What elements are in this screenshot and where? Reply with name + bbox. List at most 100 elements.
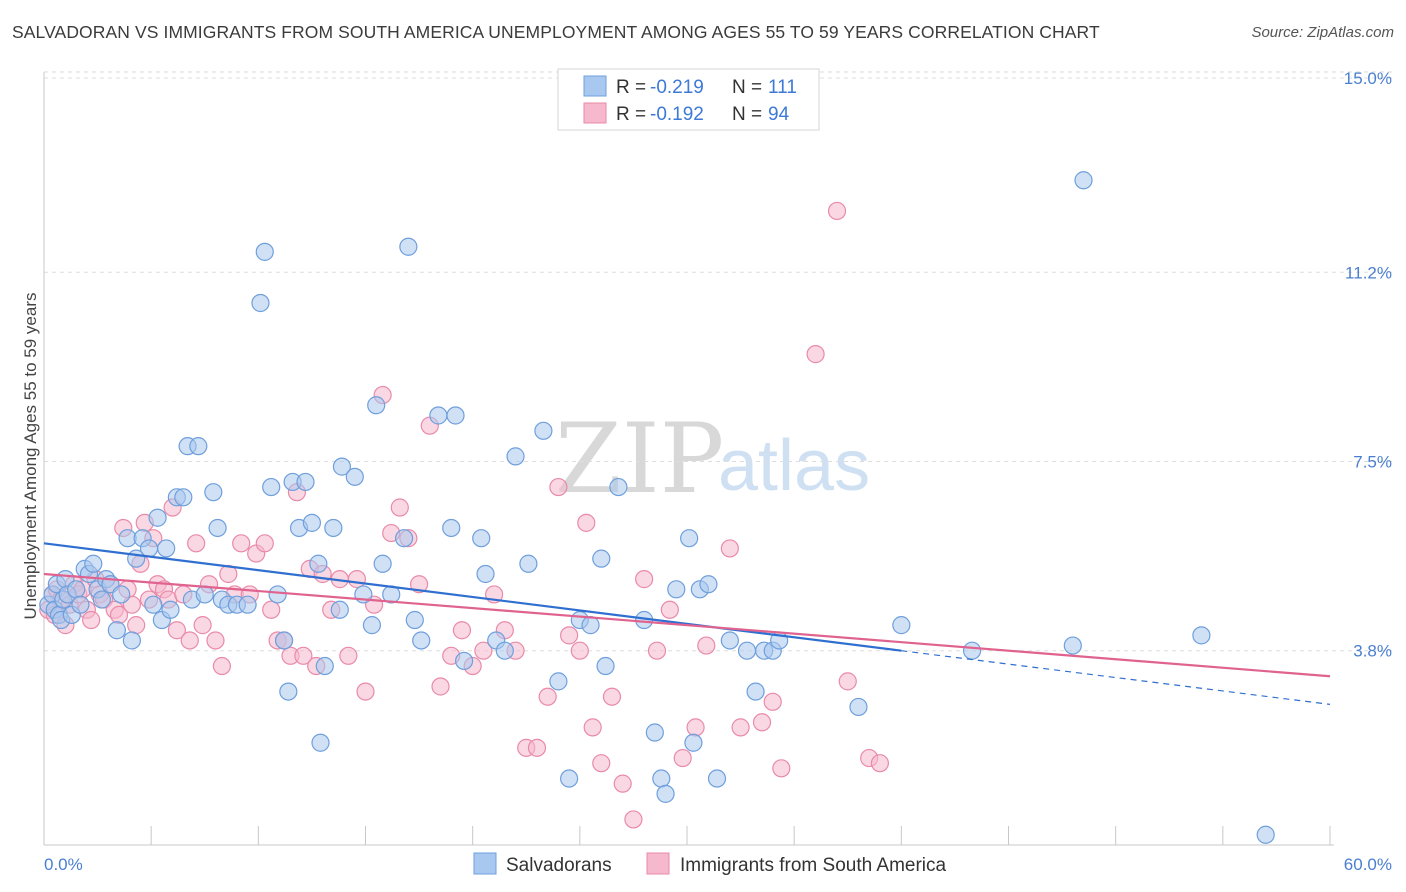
legend-n-label-2: N =	[732, 104, 762, 125]
immigrants-point-76	[549, 477, 568, 497]
immigrants-point-30	[167, 621, 186, 640]
salvadorans-point-44	[255, 242, 274, 261]
salvadorans-point-98	[746, 682, 765, 701]
salvadorans-point-20	[112, 585, 131, 604]
salvadorans-point-38	[208, 518, 227, 538]
salvadorans-point-56	[324, 518, 343, 538]
legend-r-value-2: -0.192	[650, 104, 704, 125]
immigrants-point-69	[474, 641, 493, 660]
salvadorans-point-53	[309, 554, 328, 573]
salvadorans-point-105	[1063, 636, 1082, 655]
immigrants-point-63	[409, 575, 429, 594]
immigrants-point-21	[127, 616, 146, 635]
immigrants-point-95	[772, 759, 791, 778]
legend-swatch-blue	[583, 75, 607, 97]
bottom-legend: Salvadorans Immigrants from South Americ…	[473, 852, 947, 876]
watermark-zip: ZIP	[555, 403, 724, 515]
immigrants-point-85	[635, 570, 654, 589]
salvadorans-point-95	[707, 769, 727, 788]
x-tick-label-max: 60.0%	[1344, 855, 1392, 874]
y-tick-label-1: 7.5%	[1353, 453, 1392, 472]
salvadorans-point-97	[737, 641, 757, 660]
legend-r-value-1: -0.219	[650, 77, 704, 98]
salvadorans-point-59	[345, 467, 364, 486]
immigrants-point-83	[613, 774, 632, 793]
salvadorans-point-85	[596, 656, 615, 676]
salvadorans-point-65	[394, 529, 414, 548]
y-tick-label-2: 11.2%	[1345, 263, 1392, 282]
salvadorans-point-45	[262, 477, 281, 497]
salvadorans-point-109	[684, 733, 703, 752]
salvadorans-point-69	[429, 406, 448, 425]
series-immigrants-points	[39, 201, 890, 829]
salvadorans-point-88	[645, 723, 664, 742]
salvadorans-point-11	[71, 595, 90, 614]
immigrants-point-36	[206, 631, 225, 650]
salvadorans-point-10	[67, 580, 86, 599]
salvadorans-point-94	[699, 575, 718, 594]
watermark-atlas: atlas	[718, 426, 870, 506]
salvadorans-point-86	[609, 477, 628, 497]
salvadorans-point-81	[560, 769, 579, 788]
salvadorans-point-57	[330, 600, 349, 619]
bottom-legend-label-immigrants: Immigrants from South America	[680, 855, 947, 876]
legend-r-label-2: R =	[616, 104, 646, 125]
immigrants-point-32	[180, 631, 199, 650]
immigrants-point-87	[660, 600, 679, 619]
salvadorans-point-46	[268, 585, 287, 604]
source-credit: Source: ZipAtlas.com	[1251, 24, 1394, 41]
legend-swatch-pink	[583, 102, 607, 124]
immigrants-point-81	[592, 754, 611, 773]
immigrants-point-79	[577, 513, 596, 532]
salvadorans-point-70	[442, 518, 461, 538]
salvadorans-point-54	[311, 733, 330, 752]
salvadorans-point-77	[506, 447, 525, 466]
salvadorans-point-47	[274, 631, 294, 650]
immigrants-point-37	[212, 656, 231, 676]
immigrants-point-90	[697, 636, 716, 655]
salvadorans-point-27	[148, 508, 167, 527]
salvadorans-point-19	[107, 621, 126, 640]
gridlines	[44, 71, 1392, 652]
immigrants-point-33	[187, 534, 206, 553]
immigrants-point-96	[806, 345, 825, 364]
salvadorans-point-79	[534, 421, 553, 440]
salvadorans-point-35	[189, 437, 208, 456]
salvadorans-point-62	[367, 396, 386, 415]
x-tick-label-min: 0.0%	[44, 855, 83, 874]
immigrants-point-86	[647, 641, 667, 660]
salvadorans-point-43	[251, 293, 270, 313]
immigrants-point-49	[294, 646, 313, 665]
watermark: ZIP atlas	[555, 403, 870, 515]
salvadorans-point-104	[962, 641, 982, 660]
immigrants-point-88	[673, 748, 692, 768]
immigrants-point-44	[262, 600, 281, 619]
salvadorans-point-96	[720, 631, 739, 650]
immigrants-point-11	[82, 610, 101, 630]
salvadorans-point-29	[157, 539, 176, 558]
y-tick-labels: 3.8% 7.5% 11.2% 15.0%	[1344, 69, 1392, 661]
salvadorans-point-102	[849, 697, 868, 717]
salvadorans-point-52	[302, 513, 322, 532]
immigrants-point-97	[827, 201, 847, 221]
legend-n-value-1: 111	[768, 77, 797, 98]
salvadorans-point-83	[581, 616, 600, 635]
immigrants-point-92	[731, 718, 750, 737]
immigrants-point-84	[624, 810, 643, 829]
salvadorans-point-106	[1074, 171, 1093, 190]
immigrants-point-91	[720, 539, 739, 558]
immigrants-point-65	[431, 677, 450, 696]
immigrants-point-94	[763, 692, 782, 711]
immigrants-point-93	[752, 713, 772, 732]
salvadorans-point-92	[680, 529, 699, 548]
salvadorans-point-103	[892, 616, 911, 635]
salvadorans-point-36	[195, 585, 214, 604]
trend-line-salvadorans	[43, 542, 902, 652]
immigrants-point-78	[570, 641, 589, 660]
salvadorans-point-48	[279, 682, 298, 701]
salvadorans-point-22	[122, 631, 141, 650]
salvadorans-point-63	[373, 554, 392, 573]
immigrants-point-80	[583, 718, 602, 737]
immigrants-point-57	[356, 682, 375, 701]
salvadorans-point-30	[161, 600, 180, 619]
